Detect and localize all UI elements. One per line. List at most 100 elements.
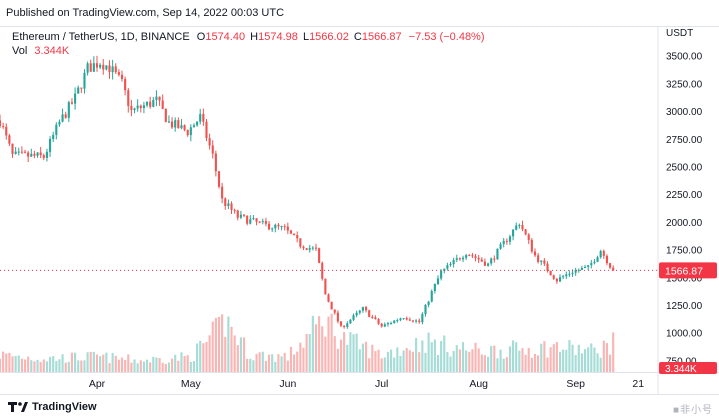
volume-bar: [227, 316, 230, 372]
volume-bar: [171, 358, 174, 372]
volume-bar: [465, 350, 468, 372]
candle-body: [537, 255, 540, 262]
candle-body: [70, 102, 74, 104]
candle-body: [92, 63, 95, 72]
candle-body: [590, 263, 593, 266]
candle-body: [67, 102, 70, 118]
volume-bars: [0, 313, 615, 372]
volume-bar: [264, 360, 267, 372]
tradingview-logo-icon[interactable]: [8, 400, 28, 414]
volume-bar: [471, 349, 474, 372]
candle-body: [339, 321, 343, 326]
volume-bar: [533, 353, 537, 372]
candle-body: [224, 198, 227, 207]
last-price-tag: [659, 262, 717, 279]
volume-bar: [283, 352, 286, 372]
volume-bar: [602, 340, 605, 372]
candle-body: [64, 114, 67, 118]
candle-body: [527, 234, 530, 240]
candle-body: [261, 221, 264, 223]
volume-bar: [358, 349, 361, 372]
volume-bar: [74, 352, 77, 372]
candle-body: [605, 255, 609, 264]
volume-bar: [211, 321, 214, 372]
candle-body: [23, 151, 27, 153]
volume-bar: [480, 354, 483, 372]
volume-bar: [55, 360, 58, 372]
last-volume-label: 3.344K: [665, 364, 697, 375]
volume-bar: [48, 356, 52, 372]
volume-bar: [14, 355, 17, 372]
candle-body: [493, 258, 496, 260]
high-value: 1574.98: [258, 31, 298, 43]
volume-bar: [11, 356, 14, 372]
candle-body: [108, 65, 111, 73]
y-tick-label: 2750.00: [666, 135, 703, 146]
volume-bar: [155, 357, 158, 372]
volume-bar: [255, 353, 258, 372]
tradingview-brand[interactable]: TradingView: [32, 401, 97, 413]
volume-bar: [199, 340, 202, 372]
volume-bar: [339, 339, 343, 372]
volume-bar: [593, 347, 596, 372]
candle-body: [302, 246, 305, 249]
volume-bar: [224, 336, 227, 372]
candle-body: [552, 275, 555, 279]
candle-body: [202, 113, 205, 122]
x-tick-label: Jul: [375, 378, 388, 390]
candle-body: [208, 138, 211, 146]
volume-bar: [136, 363, 139, 372]
candle-body: [458, 258, 461, 260]
volume-bar: [274, 361, 277, 372]
volume-bar: [424, 352, 427, 372]
volume-bar: [443, 335, 446, 372]
header-bar: Published on TradingView.com, Sep 14, 20…: [0, 0, 719, 27]
x-tick-label: 21: [632, 378, 644, 390]
candle-body: [80, 87, 83, 89]
volume-bar: [92, 351, 95, 372]
candle-body: [286, 226, 289, 231]
candle-body: [352, 315, 355, 320]
candle-body: [433, 284, 436, 292]
volume-bar: [23, 359, 27, 372]
volume-bar: [543, 341, 546, 372]
candle-body: [189, 127, 192, 136]
volume-bar: [130, 362, 133, 372]
volume-bar: [427, 332, 430, 372]
candlestick-chart[interactable]: USDT 3500.00 3250.00 3000.00 2750.00 2500.00 2…: [0, 26, 719, 394]
candle-body: [289, 230, 293, 234]
volume-bar: [562, 349, 565, 372]
candle-body: [596, 257, 599, 262]
candle-body: [577, 269, 580, 271]
candle-body: [133, 108, 136, 111]
volume-bar: [152, 356, 155, 372]
volume-bar: [399, 356, 402, 372]
volume-bar: [239, 337, 242, 372]
volume-bar: [587, 347, 590, 372]
candle-body: [255, 218, 258, 222]
candle-body: [186, 129, 189, 136]
candle-body: [264, 221, 267, 224]
candle-body: [183, 125, 186, 130]
candle-body: [390, 323, 393, 325]
candle-body: [55, 124, 58, 135]
volume-bar: [605, 343, 609, 372]
low-value: 1566.02: [309, 31, 349, 43]
candle-body: [568, 273, 571, 275]
candle-body: [327, 294, 330, 302]
volume-bar: [261, 351, 264, 372]
open-value: 1574.40: [205, 31, 246, 43]
candle-body: [533, 251, 537, 256]
candle-body: [358, 310, 361, 313]
candle-body: [371, 316, 374, 318]
candle-body: [280, 226, 283, 228]
volume-bar: [596, 353, 599, 372]
volume-bar: [468, 351, 471, 372]
volume-bar: [371, 344, 374, 372]
volume-label: Vol: [12, 45, 28, 57]
x-tick-label: Jun: [279, 378, 296, 390]
candle-body: [258, 221, 261, 223]
volume-bar: [380, 358, 383, 372]
volume-bar: [512, 340, 515, 372]
volume-bar: [33, 361, 36, 372]
